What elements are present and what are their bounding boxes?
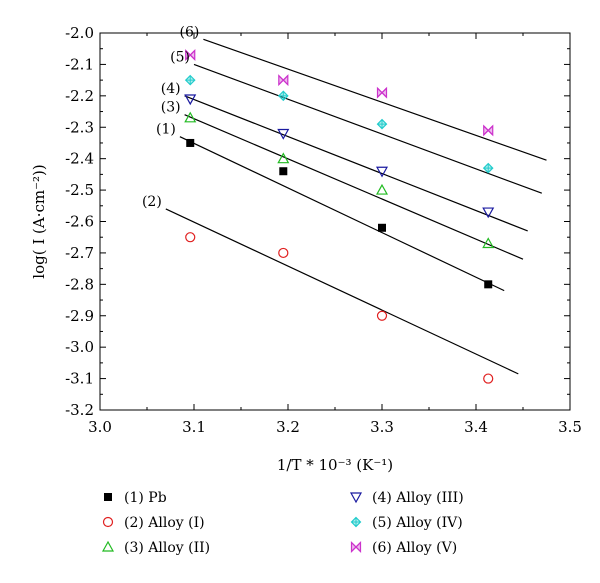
data-point-series-3	[277, 152, 290, 164]
fit-line-6	[203, 38, 547, 161]
fit-lines	[165, 38, 547, 375]
line-label-5: (5)	[170, 49, 190, 65]
y-tick-label: -3.0	[65, 338, 94, 356]
data-point-series-1	[279, 167, 288, 176]
y-tick-label: -2.5	[65, 181, 94, 199]
line-label-1: (1)	[156, 122, 176, 138]
x-tick-label: 3.5	[558, 418, 582, 436]
x-tick-label: 3.1	[182, 418, 206, 436]
y-tick-label: -2.9	[65, 307, 94, 325]
data-point-series-4	[184, 94, 197, 106]
y-tick-label: -2.3	[65, 118, 94, 136]
plot-area: 3.0 3.1 3.2 3.3 3.4 3.5 -2.0 -2.1 -2.2 -2.3 -2.4 -2…	[65, 24, 582, 436]
line-labels: (1) (2) (3) (4) (5) (6)	[142, 24, 199, 210]
x-tick-label: 3.2	[276, 418, 300, 436]
y-tick-label: -2.8	[65, 275, 94, 293]
y-tick-label: -2.2	[65, 87, 94, 105]
y-axis-title: log( I (A·cm⁻²))	[30, 164, 48, 278]
data-point-series-1	[186, 138, 195, 147]
line-label-6: (6)	[180, 24, 200, 40]
data-point-series-6	[278, 74, 289, 87]
y-tick-label: -2.4	[65, 150, 94, 168]
x-tick-label: 3.0	[88, 418, 112, 436]
data-point-series-3	[184, 111, 197, 123]
legend-label: (6) Alloy (V)	[372, 540, 457, 556]
legend-item-6: (6) Alloy (V)	[350, 540, 457, 556]
legend-label: (1) Pb	[124, 490, 167, 506]
legend-item-4: (4) Alloy (III)	[349, 490, 464, 506]
fit-line-1	[179, 136, 505, 292]
line-label-3: (3)	[161, 100, 181, 116]
y-tick-label: -3.1	[65, 370, 94, 388]
fit-line-5	[193, 63, 543, 194]
data-point-series-2	[376, 310, 388, 321]
data-point-series-3	[375, 183, 389, 195]
data-point-series-4	[482, 207, 495, 219]
x-axis-title: 1/T * 10⁻³ (K⁻¹)	[277, 456, 393, 474]
data-markers	[184, 49, 495, 384]
legend-label: (4) Alloy (III)	[372, 490, 464, 506]
data-point-series-2	[185, 232, 196, 243]
legend: (1) Pb (2) Alloy (I) (3) Alloy (II) (4) All…	[101, 490, 464, 556]
fit-line-4	[184, 95, 528, 232]
legend-marker-3	[101, 540, 115, 552]
fit-line-2	[165, 208, 519, 375]
legend-item-1: (1) Pb	[104, 490, 167, 506]
data-point-series-1	[378, 223, 386, 232]
data-point-series-4	[375, 166, 389, 178]
data-point-series-3	[482, 237, 495, 249]
y-tick-label: -2.1	[65, 55, 94, 73]
line-label-2: (2)	[142, 194, 162, 210]
y-tick-label: -3.2	[65, 401, 94, 419]
y-tick-label: -2.7	[65, 244, 94, 262]
axis-ticks: 3.0 3.1 3.2 3.3 3.4 3.5 -2.0 -2.1 -2.2 -2.3 -2.4 -2…	[65, 24, 582, 436]
legend-marker-6	[350, 541, 362, 553]
legend-label: (2) Alloy (I)	[124, 515, 205, 531]
data-point-series-5	[482, 162, 494, 174]
y-tick-label: -2.0	[65, 24, 94, 42]
legend-marker-2	[102, 516, 114, 528]
data-point-series-4	[277, 128, 290, 140]
legend-item-5: (5) Alloy (IV)	[350, 515, 463, 531]
data-point-series-5	[376, 118, 388, 130]
data-point-series-6	[185, 49, 196, 61]
data-point-series-2	[278, 247, 289, 259]
fit-line-3	[184, 114, 524, 260]
legend-marker-1	[104, 493, 112, 501]
y-tick-label: -2.6	[65, 213, 94, 231]
data-point-series-5	[277, 90, 289, 102]
data-point-series-6	[376, 86, 388, 99]
legend-marker-4	[349, 492, 363, 504]
data-point-series-6	[483, 124, 494, 137]
x-tick-label: 3.4	[464, 418, 488, 436]
data-point-series-1	[484, 280, 493, 289]
legend-marker-5	[350, 516, 362, 528]
legend-item-2: (2) Alloy (I)	[102, 515, 205, 531]
legend-label: (5) Alloy (IV)	[372, 515, 463, 531]
data-point-series-5	[184, 74, 196, 86]
legend-label: (3) Alloy (II)	[124, 540, 210, 556]
legend-item-3: (3) Alloy (II)	[101, 540, 210, 556]
x-tick-label: 3.3	[370, 418, 394, 436]
data-point-series-2	[483, 373, 494, 384]
line-label-4: (4)	[161, 81, 181, 97]
